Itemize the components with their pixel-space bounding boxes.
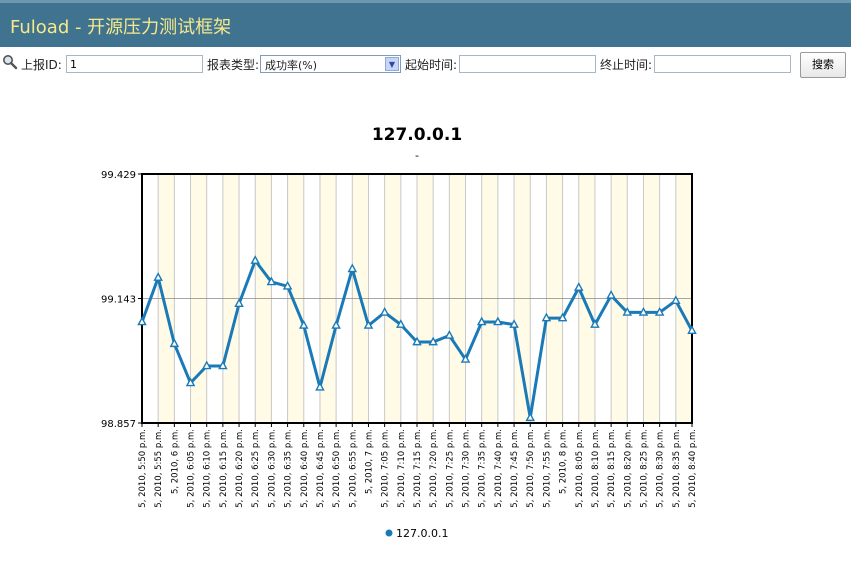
report-type-value: 成功率(%)	[265, 59, 318, 72]
data-point	[541, 312, 552, 322]
x-tick-label: 5, 2010, 8:20 p.m.	[623, 429, 633, 508]
data-point	[347, 263, 358, 273]
data-point	[493, 316, 503, 326]
data-point	[590, 319, 600, 328]
legend-marker	[385, 529, 393, 537]
x-tick-label: 5, 2010, 7:15 p.m.	[413, 429, 423, 508]
x-tick-label: 5, 2010, 6:50 p.m.	[332, 429, 342, 508]
app-title: Fuload - 开源压力测试框架	[10, 17, 232, 38]
data-point	[412, 336, 422, 346]
data-point	[266, 276, 277, 286]
data-point	[137, 316, 147, 326]
data-point	[153, 272, 163, 281]
chart-title: 127.0.0.1	[372, 125, 462, 145]
data-point	[185, 377, 196, 387]
x-tick-label: 5, 2010, 7:30 p.m.	[462, 429, 472, 508]
data-point	[396, 319, 406, 328]
data-point	[622, 306, 633, 316]
data-point	[606, 289, 616, 299]
magnifier-icon	[3, 55, 18, 70]
data-point	[573, 282, 584, 291]
search-button[interactable]: 搜索	[800, 52, 846, 78]
x-tick-label: 5, 2010, 6:55 p.m.	[348, 429, 358, 508]
report-type-select[interactable]: 成功率(%) ▼	[260, 55, 401, 73]
x-tick-label: 5, 2010, 8 p.m.	[559, 429, 569, 494]
data-point	[460, 353, 471, 363]
report-id-label: 上报ID:	[21, 58, 62, 72]
data-point	[428, 336, 438, 346]
data-point	[687, 325, 697, 335]
data-point	[250, 255, 261, 264]
x-tick-label: 5, 2010, 6:35 p.m.	[284, 429, 294, 508]
end-time-label: 终止时间:	[600, 58, 653, 72]
data-point	[331, 320, 341, 329]
start-time-input[interactable]	[459, 55, 596, 73]
x-tick-label: 5, 2010, 7:10 p.m.	[397, 429, 407, 508]
x-tick-label: 5, 2010, 8:35 p.m.	[672, 429, 682, 508]
x-tick-label: 5, 2010, 7:25 p.m.	[445, 429, 455, 508]
data-point	[201, 360, 212, 370]
report-type-label: 报表类型:	[207, 58, 260, 72]
data-point	[444, 330, 455, 339]
x-tick-label: 5, 2010, 8:15 p.m.	[607, 429, 617, 508]
data-point	[379, 306, 390, 316]
data-point	[218, 360, 228, 370]
x-tick-label: 5, 2010, 6:25 p.m.	[251, 429, 261, 508]
x-tick-label: 5, 2010, 6:15 p.m.	[219, 429, 229, 508]
legend-label: 127.0.0.1	[396, 527, 448, 540]
x-tick-label: 5, 2010, 8:30 p.m.	[656, 429, 666, 508]
data-point	[671, 295, 681, 304]
data-point	[363, 320, 374, 329]
data-point	[169, 338, 180, 348]
y-tick-label: 98.857	[101, 419, 136, 430]
data-point	[476, 316, 487, 326]
y-tick-label: 99.429	[101, 170, 136, 181]
x-tick-label: 5, 2010, 6:40 p.m.	[300, 429, 310, 508]
x-tick-label: 5, 2010, 5:55 p.m.	[154, 429, 164, 508]
x-tick-label: 5, 2010, 6:05 p.m.	[187, 429, 197, 508]
chart-subtitle: -	[415, 149, 419, 162]
x-tick-label: 5, 2010, 7 p.m.	[364, 429, 374, 494]
data-point	[557, 312, 568, 322]
x-tick-label: 5, 2010, 5:50 p.m.	[138, 429, 148, 508]
x-tick-label: 5, 2010, 8:05 p.m.	[575, 429, 585, 508]
filter-toolbar: 上报ID: 报表类型: 成功率(%) ▼ 起始时间: 终止时间: 搜索	[0, 52, 851, 80]
x-tick-label: 5, 2010, 6:45 p.m.	[316, 429, 326, 508]
data-point	[282, 280, 293, 290]
data-point	[509, 319, 519, 328]
end-time-input[interactable]	[654, 55, 791, 73]
x-tick-label: 5, 2010, 7:40 p.m.	[494, 429, 504, 508]
x-tick-label: 5, 2010, 7:20 p.m.	[429, 429, 439, 508]
data-point	[315, 381, 325, 391]
data-point	[525, 412, 536, 422]
x-tick-label: 5, 2010, 7:55 p.m.	[542, 429, 552, 508]
chevron-down-icon[interactable]: ▼	[385, 57, 399, 71]
x-tick-label: 5, 2010, 6:10 p.m.	[203, 429, 213, 508]
data-point	[298, 320, 309, 329]
x-tick-label: 5, 2010, 6 p.m.	[170, 429, 180, 494]
x-tick-label: 5, 2010, 7:45 p.m.	[510, 429, 520, 508]
app-header: Fuload - 开源压力测试框架	[0, 0, 851, 47]
data-point	[654, 306, 665, 316]
x-tick-label: 5, 2010, 8:10 p.m.	[591, 429, 601, 508]
x-tick-label: 5, 2010, 6:20 p.m.	[235, 429, 245, 508]
x-tick-label: 5, 2010, 7:50 p.m.	[526, 429, 536, 508]
data-point	[234, 298, 244, 308]
x-tick-label: 5, 2010, 8:40 p.m.	[688, 429, 698, 508]
x-tick-label: 5, 2010, 6:30 p.m.	[267, 429, 277, 508]
start-time-label: 起始时间:	[405, 58, 458, 72]
chart-area: 127.0.0.1 - 99.429 99.143 98.857 5, 2010, 5…	[0, 100, 851, 568]
data-point	[638, 306, 649, 316]
x-tick-label: 5, 2010, 7:05 p.m.	[381, 429, 391, 508]
x-tick-label: 5, 2010, 8:25 p.m.	[639, 429, 649, 508]
x-tick-label: 5, 2010, 7:35 p.m.	[478, 429, 488, 508]
y-tick-label: 99.143	[101, 295, 136, 306]
report-id-input[interactable]	[66, 55, 203, 73]
